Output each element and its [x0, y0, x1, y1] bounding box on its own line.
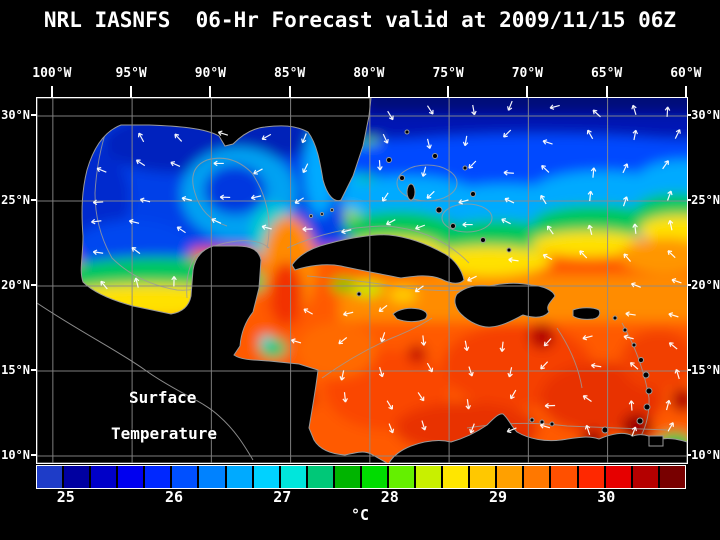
axis-tick — [687, 284, 691, 286]
colorbar-segment — [91, 466, 117, 488]
colorbar-segment — [118, 466, 144, 488]
colorbar-segment — [334, 466, 360, 488]
sst-map-canvas — [37, 98, 687, 463]
land-cuba — [291, 234, 465, 284]
lat-label: 20°N — [691, 278, 720, 292]
axis-tick — [31, 454, 36, 456]
lon-label: 95°W — [115, 66, 147, 81]
land-north-central-america — [37, 98, 389, 463]
pacific-coastline — [37, 302, 254, 461]
land-masses — [37, 98, 687, 463]
axis-tick — [31, 284, 36, 286]
lat-label: 30°N — [691, 108, 720, 122]
lat-label: 10°N — [1, 448, 30, 462]
lon-label: 85°W — [273, 66, 306, 81]
colorbar-segment — [605, 466, 631, 488]
axis-tick — [288, 86, 291, 97]
temperature-colorbar — [36, 465, 686, 489]
land-south-america — [388, 413, 687, 463]
map-frame: Surface Temperature — [36, 97, 688, 464]
latitude-axis-right: 30°N 25°N 20°N 15°N 10°N — [687, 97, 720, 462]
colorbar-segment — [199, 466, 225, 488]
lon-label: 65°W — [590, 66, 623, 81]
axis-tick — [31, 199, 36, 201]
axis-tick — [50, 86, 53, 97]
axis-tick — [367, 86, 370, 97]
colorbar-tick: 25 — [56, 488, 75, 506]
land-hispaniola — [454, 282, 556, 328]
colorbar-unit: °C — [350, 506, 370, 524]
colorbar-segment — [416, 466, 442, 488]
axis-tick — [605, 86, 608, 97]
longitude-axis: 100°W 95°W 90°W 85°W 80°W 75°W 70°W 65°W 60°W — [32, 64, 702, 97]
axis-tick — [209, 86, 212, 97]
lon-label: 100°W — [32, 66, 72, 81]
lat-label: 15°N — [1, 363, 30, 377]
axis-tick — [526, 86, 529, 97]
colorbar-segment — [145, 466, 171, 488]
latitude-axis-left: 30°N 25°N 20°N 15°N 10°N — [0, 97, 36, 462]
colorbar-segment — [389, 466, 415, 488]
lat-label: 25°N — [691, 193, 720, 207]
colorbar-segment — [64, 466, 90, 488]
colorbar-segment — [443, 466, 469, 488]
axis-tick — [447, 86, 450, 97]
bahamas-islands — [386, 129, 512, 253]
lat-label: 20°N — [1, 278, 30, 292]
florida-keys-cayman — [309, 208, 362, 297]
colorbar-segment — [172, 466, 198, 488]
lon-label: 75°W — [432, 66, 464, 81]
surface-label: Surface — [129, 388, 197, 407]
colorbar-segment — [659, 466, 685, 488]
colorbar-segment — [470, 466, 496, 488]
colorbar-tick: 26 — [164, 488, 184, 506]
colorbar-tick: 27 — [273, 488, 292, 506]
colorbar-segment — [226, 466, 252, 488]
axis-tick — [31, 369, 36, 371]
lon-label: 70°W — [511, 66, 543, 81]
colorbar-segment — [361, 466, 388, 488]
axis-tick — [687, 369, 691, 371]
colorbar-segment — [37, 466, 63, 488]
colorbar-tick-labels: 25 26 27 28 29 30 — [36, 488, 684, 506]
lesser-antilles-islands — [529, 315, 664, 447]
colorbar-segment — [524, 466, 550, 488]
axis-tick — [687, 199, 691, 201]
colorbar-segment — [280, 466, 306, 488]
colorbar-tick: 30 — [597, 488, 616, 506]
land-puerto-rico — [572, 307, 601, 320]
colorbar-segment — [253, 466, 279, 488]
lat-label: 25°N — [1, 193, 30, 207]
lat-label: 30°N — [1, 108, 30, 122]
lon-label: 90°W — [194, 66, 226, 81]
lat-label: 10°N — [691, 448, 720, 462]
lat-label: 15°N — [691, 363, 720, 377]
colorbar-segment — [578, 466, 604, 488]
axis-tick — [687, 114, 691, 116]
colorbar-segment — [497, 466, 523, 488]
plot-title: NRL IASNFS 06-Hr Forecast valid at 2009/… — [43, 8, 677, 32]
axis-tick — [130, 86, 133, 97]
colorbar-tick: 29 — [488, 488, 508, 506]
colorbar-segment — [632, 466, 658, 488]
temperature-label: Temperature — [111, 424, 217, 443]
colorbar-segment — [551, 466, 577, 488]
lon-label: 60°W — [670, 66, 702, 81]
colorbar-tick: 28 — [380, 488, 399, 506]
axis-tick — [687, 454, 691, 456]
land-jamaica — [392, 307, 428, 323]
colorbar-segment — [307, 466, 333, 488]
axis-tick — [684, 86, 687, 97]
axis-tick — [31, 114, 36, 116]
lon-label: 80°W — [353, 66, 385, 81]
